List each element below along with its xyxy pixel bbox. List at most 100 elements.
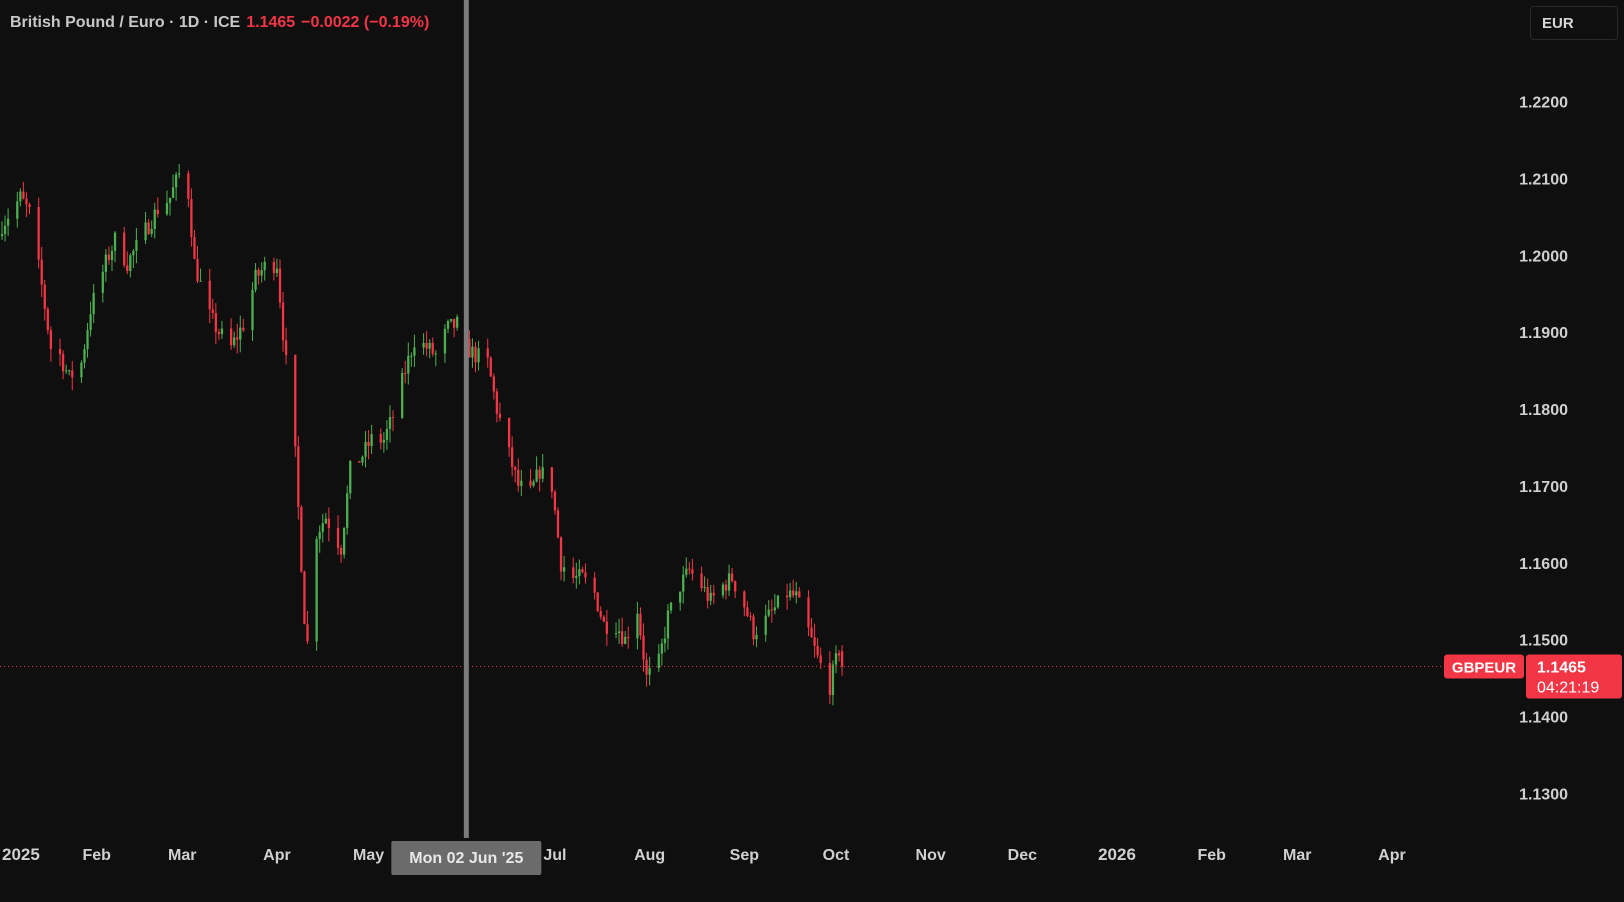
candle-body — [572, 567, 575, 578]
candle-body — [425, 342, 428, 349]
candle-body — [617, 631, 621, 634]
y-axis-tick-label: 1.1900 — [1519, 325, 1568, 342]
candle-body — [721, 584, 725, 596]
legend-price-change: −0.0022 (−0.19%) — [301, 14, 430, 31]
candle-body — [520, 480, 523, 486]
candle-body — [507, 418, 511, 448]
candle-body — [43, 284, 46, 309]
candle-body — [553, 491, 557, 511]
candle-body — [107, 254, 111, 261]
candle-body — [495, 391, 499, 414]
candle-body — [315, 539, 318, 642]
candle-body — [187, 173, 190, 200]
candle-body — [46, 308, 49, 331]
candle-body — [132, 250, 135, 256]
candle-body — [101, 271, 104, 293]
candle-body — [16, 201, 19, 219]
candle-body — [627, 636, 630, 639]
candle-body — [339, 547, 343, 555]
candle-body — [514, 467, 517, 470]
candle-body — [688, 568, 691, 570]
candle-body — [575, 575, 578, 578]
candle-body — [743, 591, 746, 608]
candle-body — [456, 316, 459, 328]
currency-button[interactable]: EUR — [1530, 6, 1618, 40]
candle-body — [755, 634, 758, 640]
candle-body — [770, 609, 773, 611]
symbol-tag — [1444, 654, 1524, 679]
candle-body — [431, 342, 434, 354]
candle-body — [123, 232, 126, 266]
candle-body — [642, 635, 645, 660]
x-axis-tick-label: Mar — [168, 847, 196, 864]
candle-body — [385, 428, 389, 440]
candle-body — [263, 261, 266, 271]
x-axis-tick-label: Feb — [1197, 847, 1226, 864]
candle-body — [156, 209, 159, 215]
candle-body — [813, 637, 816, 646]
candle-body — [666, 610, 670, 639]
candle-body — [28, 204, 31, 208]
candle-body — [89, 314, 92, 331]
candle-body — [214, 313, 217, 332]
candle-body — [730, 573, 734, 582]
candle-body — [746, 607, 749, 616]
candle-body — [284, 340, 288, 355]
x-axis-tick-label: Jul — [543, 847, 566, 864]
candle-body — [773, 607, 777, 611]
candle-body — [129, 255, 132, 272]
candle-body — [327, 518, 331, 528]
candle-body — [727, 573, 731, 591]
x-axis-tick-label: May — [353, 847, 384, 864]
candle-body — [486, 348, 489, 358]
crosshair-date-label: Mon 02 Jun '25 — [409, 850, 523, 867]
candle-body — [663, 638, 667, 644]
candle-body — [190, 199, 193, 237]
candle-body — [620, 631, 624, 644]
candle-body — [49, 330, 53, 349]
candle-body — [379, 433, 382, 443]
x-axis-tick-label: Aug — [634, 847, 665, 864]
last-price-tag — [1526, 654, 1622, 699]
candle-body — [165, 202, 169, 215]
candle-body — [40, 259, 43, 285]
crosshair-date-tag — [391, 841, 542, 875]
candle-body — [734, 581, 737, 592]
candle-body — [449, 318, 453, 322]
symbol-legend: British Pound / Euro · 1D · ICE 1.1465 −0.… — [10, 14, 429, 32]
candle-body — [428, 342, 431, 349]
candle-body — [6, 218, 10, 226]
candle-body — [798, 591, 801, 598]
candle-body — [749, 615, 752, 617]
candle-body — [22, 191, 25, 199]
candle-body — [602, 616, 605, 622]
candle-body — [584, 572, 587, 578]
candle-body — [703, 587, 706, 589]
candle-body — [367, 441, 370, 447]
candle-body — [233, 337, 236, 346]
candle-body — [147, 222, 150, 234]
candle-body — [840, 651, 844, 667]
candle-body — [679, 591, 682, 603]
candle-body — [596, 592, 599, 612]
candle-body — [828, 663, 832, 695]
candle-body — [498, 413, 502, 419]
candle-body — [489, 357, 492, 377]
candle-body — [229, 328, 233, 346]
candle-body — [236, 337, 239, 340]
candle-body — [700, 573, 703, 589]
candle-body — [126, 265, 129, 272]
y-axis-tick-label: 1.1600 — [1519, 556, 1568, 573]
candle-body — [541, 467, 544, 479]
candle-body — [251, 289, 254, 331]
candle-body — [578, 569, 581, 576]
candle-body — [660, 643, 663, 654]
candle-body — [624, 636, 627, 644]
candle-body — [752, 616, 755, 640]
candle-body — [789, 590, 792, 598]
candle-body — [691, 569, 694, 574]
candle-body — [492, 376, 495, 392]
candle-body — [614, 633, 618, 635]
